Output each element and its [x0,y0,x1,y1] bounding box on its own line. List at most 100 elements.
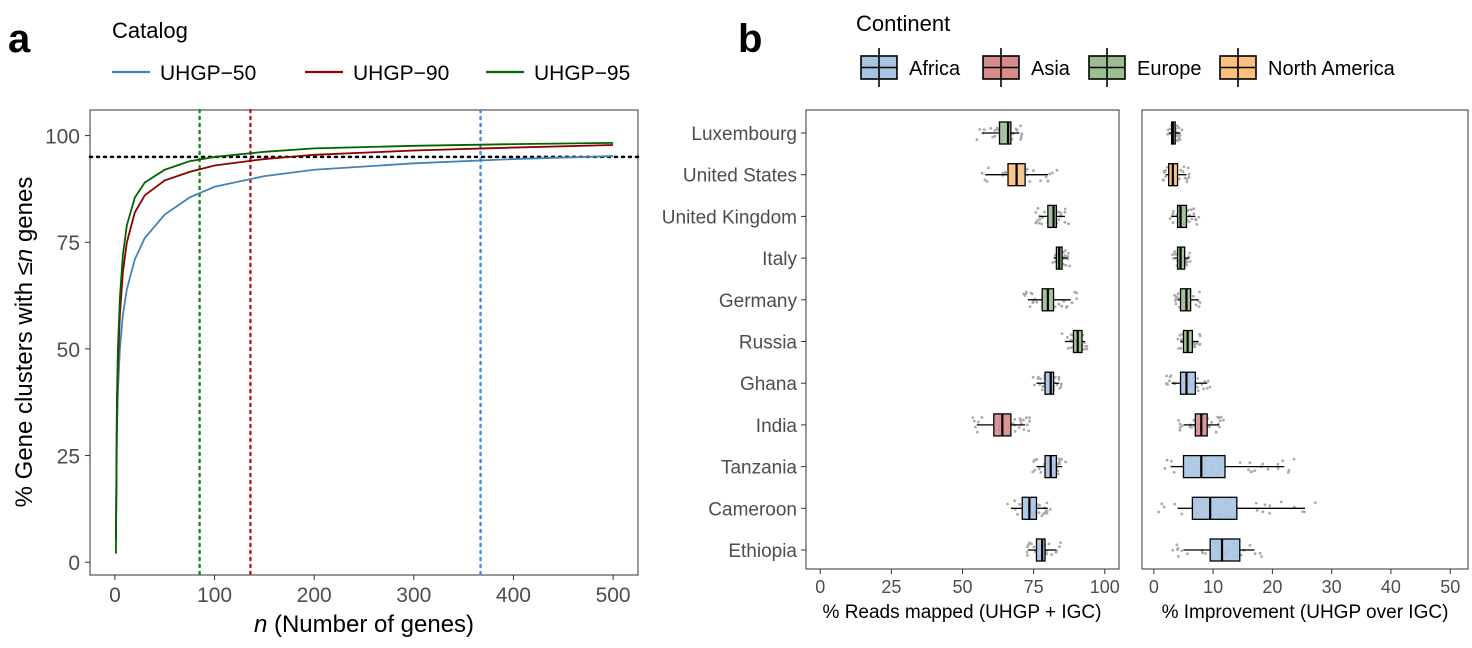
jitter-point [1170,459,1173,463]
jitter-point [1055,383,1059,387]
jitter-point [1057,378,1061,381]
plot-area-a [89,109,639,576]
jitter-point [1029,291,1033,295]
jitter-point [1187,255,1191,258]
jitter-point [980,416,984,419]
jitter-point [1085,347,1089,351]
jitter-point [1188,260,1192,263]
jitter-point [1173,250,1177,253]
jitter-point [1207,425,1211,429]
jitter-point [1016,513,1019,516]
legend-title-catalog: Catalog [112,18,188,43]
y-axis-label-post: genes [11,177,38,249]
x-axis-label-b2: % Improvement (UHGP over IGC) [1162,602,1449,623]
jitter-point [980,171,984,175]
jitter-point [1038,504,1041,507]
jitter-point [1254,501,1258,505]
jitter-point [1068,264,1071,268]
jitter-point [1035,300,1039,304]
jitter-point [1032,545,1036,549]
jitter-point [1058,462,1062,466]
jitter-point [1292,457,1296,461]
y-axis-label-italic: n [11,249,38,262]
x-tick-label: 0 [109,584,121,607]
jitter-point [1032,460,1036,463]
jitter-point [1070,301,1074,305]
jitter-point [1177,555,1180,558]
category-label-united-kingdom: United Kingdom [662,207,797,228]
jitter-point [1177,126,1181,130]
jitter-point [1040,514,1044,518]
jitter-point [1192,418,1196,422]
x-tick-label: 75 [1024,577,1044,597]
category-label-ethiopia: Ethiopia [728,541,797,562]
x-axis-ticks-b1: 0 25 50 75 100 [815,569,1120,597]
category-label-india: India [756,416,798,437]
jitter-point [1171,253,1174,257]
legend-label-north-america: North America [1268,58,1396,80]
jitter-point [1040,222,1044,226]
jitter-point [991,135,995,139]
jitter-point [1176,337,1180,341]
jitter-point [1031,375,1035,379]
jitter-point [1055,168,1059,172]
jitter-point [1059,541,1062,544]
jitter-point [1063,220,1067,224]
jitter-point [1178,177,1181,181]
x-axis-label-italic: n [254,611,267,638]
jitter-point [1182,165,1186,169]
box-ghana [1044,371,1055,395]
category-label-russia: Russia [739,333,798,354]
jitter-point [1062,300,1066,303]
jitter-point [1198,334,1202,338]
jitter-point [1165,374,1168,378]
jitter-point [1183,176,1187,180]
jitter-point [1180,549,1184,552]
jitter-point [1157,510,1160,514]
jitter-point [1057,210,1060,214]
jitter-point [985,180,989,183]
jitter-point [1185,263,1188,267]
jitter-point [978,127,982,131]
jitter-point [1219,415,1223,419]
jitter-point [995,126,999,130]
jitter-point [1187,220,1191,224]
box-tanzania [1182,454,1226,479]
jitter-point [1248,461,1252,465]
jitter-point [1033,468,1037,472]
jitter-point [1301,510,1305,513]
jitter-point [1176,292,1180,296]
jitter-point [1198,342,1202,346]
jitter-point [1056,469,1060,473]
jitter-point [1173,293,1176,297]
jitter-point [993,129,997,132]
jitter-point [1177,347,1180,350]
legend-label-africa: Africa [909,58,961,80]
jitter-point [1051,261,1055,264]
jitter-point [1069,333,1073,337]
jitter-point [1201,551,1204,555]
jitter-point [1013,430,1017,433]
jitter-point [1204,552,1207,555]
jitter-point [1178,134,1182,137]
jitter-point [1066,255,1070,258]
x-tick-label: 100 [197,584,232,607]
x-axis-label-a: n (Number of genes) [254,611,474,638]
jitter-point [1168,217,1172,221]
jitter-point [1174,297,1178,301]
jitter-point [1179,168,1182,172]
jitter-point [1222,418,1225,422]
jitter-point [1041,385,1045,388]
jitter-point [1042,512,1045,515]
y-tick-label: 75 [57,232,80,255]
jitter-point [1177,419,1180,422]
jitter-point [993,134,997,138]
jitter-point [1161,178,1165,182]
jitter-point [1180,512,1184,516]
jitter-point [1011,422,1015,425]
jitter-point [1210,420,1214,424]
jitter-point [1196,377,1199,380]
jitter-point [1047,542,1051,546]
jitter-point [1197,215,1201,219]
y-axis-label-a: % Gene clusters with ≤n genes [11,177,38,508]
